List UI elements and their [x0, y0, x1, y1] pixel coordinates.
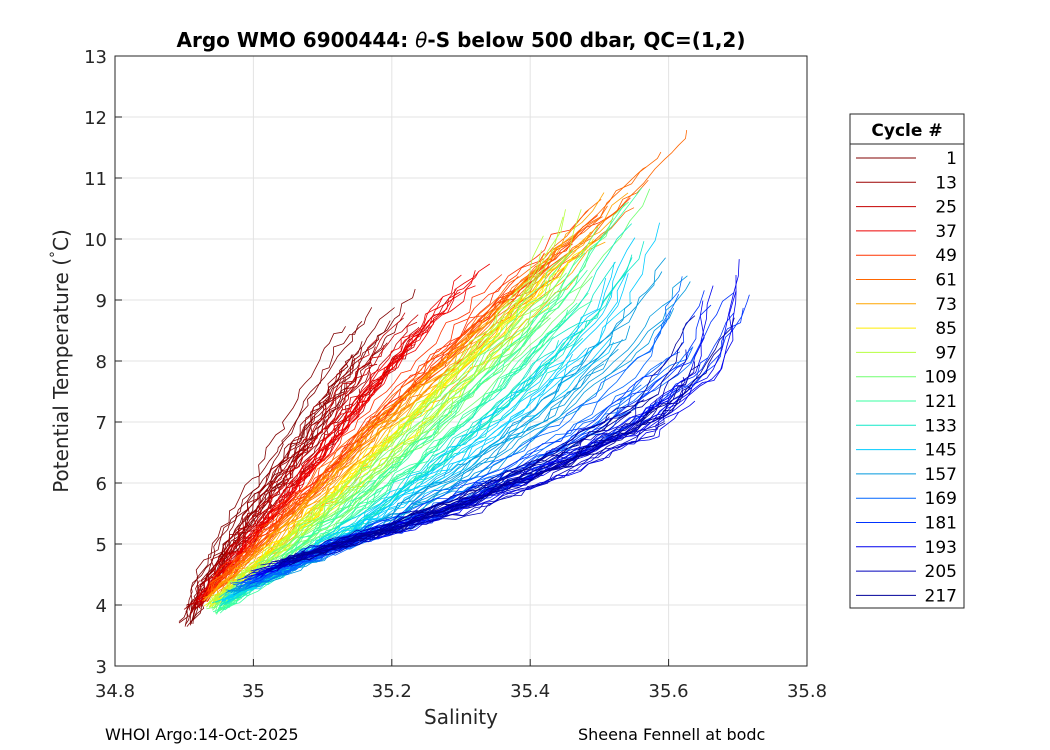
x-tick-label: 35.2: [372, 681, 412, 702]
profile-line: [282, 394, 658, 560]
x-axis-label: Salinity: [424, 705, 498, 729]
legend-box: [849, 113, 965, 609]
profile-line: [178, 321, 363, 624]
profile-line: [192, 288, 416, 621]
legend-label: 25: [935, 198, 957, 218]
profile-line: [204, 276, 519, 597]
profile-line: [236, 290, 705, 581]
x-tick-label: 35.4: [510, 681, 550, 702]
profile-line: [184, 307, 373, 627]
y-tick-label: 11: [84, 169, 107, 190]
legend-label: 181: [925, 514, 957, 534]
legend-label: 157: [925, 465, 957, 485]
series-cycle-217: [274, 315, 735, 567]
y-tick-label: 7: [96, 413, 107, 434]
profile-line: [227, 347, 587, 600]
x-tick-label: 34.8: [95, 681, 135, 702]
profile-line: [210, 166, 647, 597]
legend-label: 61: [935, 271, 957, 291]
legend: Cycle # 1 13 25 37 49 61 73 85 97 109 121 133 145 157…: [849, 113, 965, 609]
y-tick-label: 10: [84, 230, 107, 251]
profile-line: [203, 244, 564, 601]
legend-label: 85: [935, 319, 957, 339]
profile-line: [206, 274, 503, 595]
profile-line: [270, 422, 666, 572]
y-tick-label: 9: [96, 291, 107, 312]
legend-label: 1: [946, 149, 957, 169]
profile-line: [193, 347, 363, 615]
chart-title: Argo WMO 6900444: θ-S below 500 dbar, QC…: [177, 28, 746, 52]
profile-line: [183, 358, 356, 610]
profile-line: [214, 317, 528, 602]
legend-label: 169: [925, 489, 957, 509]
y-tick-label: 4: [96, 596, 107, 617]
profile-line: [208, 250, 542, 608]
legend-label: 145: [925, 441, 957, 461]
profile-line: [233, 281, 691, 593]
profile-line: [188, 369, 345, 611]
legend-label: 121: [925, 392, 957, 412]
legend-label: 109: [925, 368, 957, 388]
profile-line: [178, 326, 346, 622]
legend-label: 193: [925, 538, 957, 558]
profile-line: [202, 192, 605, 602]
profile-line: [198, 296, 444, 600]
legend-label: 205: [925, 562, 957, 582]
y-axis-label: Potential Temperature (°C): [48, 229, 73, 493]
profile-line: [209, 198, 602, 595]
legend-label: 13: [935, 173, 957, 193]
y-tick-label: 13: [84, 47, 107, 68]
profile-line: [186, 307, 395, 627]
legend-label: 37: [935, 222, 957, 242]
x-tick-label: 35.6: [649, 681, 689, 702]
profile-line: [211, 218, 614, 596]
profile-line: [211, 209, 582, 608]
series-cycle-37: [196, 263, 491, 603]
profile-line: [207, 209, 589, 597]
profile-line: [190, 314, 419, 606]
legend-label: 73: [935, 295, 957, 315]
x-tick-labels: 34.8 35 35.2 35.4 35.6 35.8: [95, 681, 827, 702]
profile-line: [212, 216, 603, 595]
legend-label: 49: [935, 246, 957, 266]
series-group: [178, 130, 750, 627]
profile-line: [193, 312, 406, 608]
profile-line: [281, 315, 696, 561]
profile-line: [215, 238, 594, 604]
y-tick-label: 8: [96, 352, 107, 373]
profile-line: [260, 416, 610, 566]
profile-line: [197, 270, 476, 599]
y-tick-label: 12: [84, 108, 107, 129]
legend-label: 97: [935, 343, 957, 363]
legend-label: 217: [925, 586, 957, 606]
profile-line: [274, 411, 631, 563]
profile-line: [206, 235, 544, 607]
tick-marks: [114, 55, 808, 667]
profile-line: [278, 342, 683, 567]
profile-line: [290, 346, 723, 566]
profile-line: [195, 338, 378, 604]
y-tick-labels: 3 4 5 6 7 8 9 10 11 12 13: [84, 47, 107, 678]
x-tick-label: 35: [242, 681, 265, 702]
profile-line: [213, 316, 524, 608]
y-tick-label: 3: [96, 657, 107, 678]
footer-left-credit: WHOI Argo:14-Oct-2025: [105, 725, 299, 744]
x-tick-label: 35.8: [787, 681, 827, 702]
y-tick-label: 5: [96, 535, 107, 556]
profile-line: [280, 417, 646, 560]
legend-title: Cycle #: [871, 121, 942, 141]
profile-line: [288, 317, 735, 566]
profile-line: [249, 390, 681, 584]
legend-label: 133: [925, 416, 957, 436]
legend-entries: 1 13 25 37 49 61 73 85 97 109 121 133 145 157 169 181 19…: [856, 149, 957, 606]
profile-line: [206, 255, 565, 610]
profile-line: [196, 319, 430, 601]
footer-right-credit: Sheena Fennell at bodc: [578, 725, 766, 744]
y-tick-label: 6: [96, 474, 107, 495]
